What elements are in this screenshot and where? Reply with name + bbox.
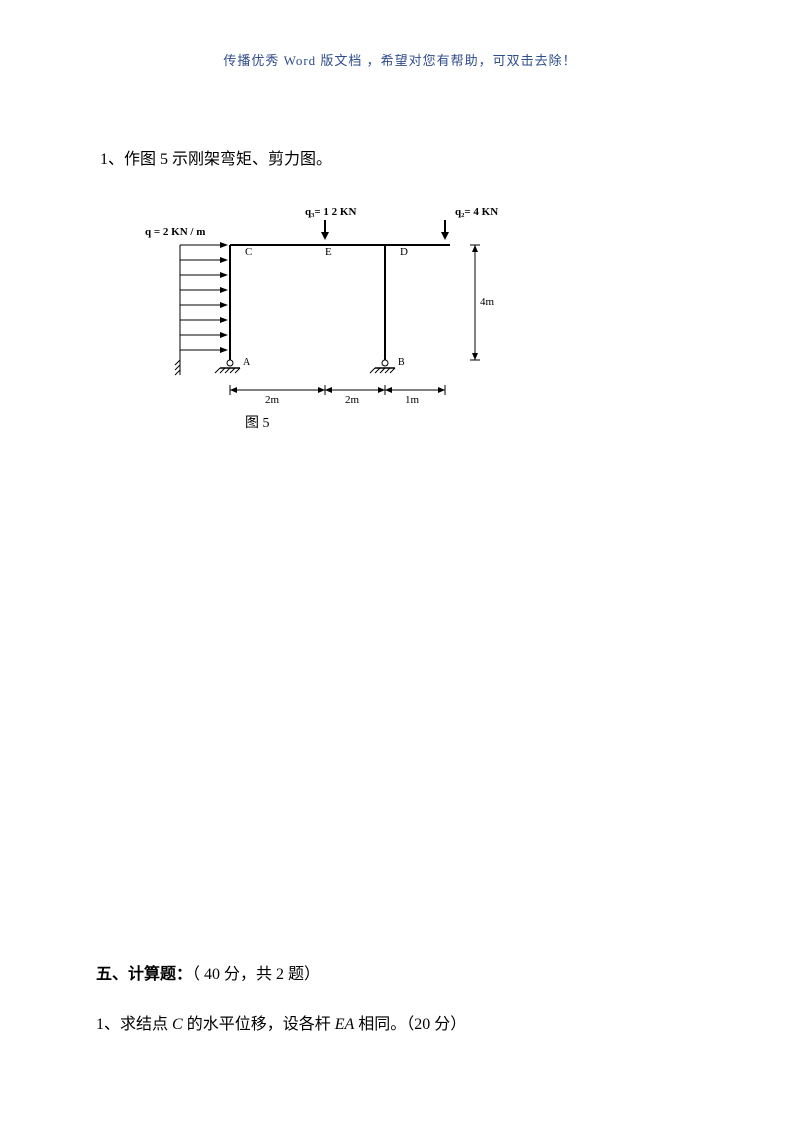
section-5-title-bold: 五、计算题： bbox=[96, 966, 192, 983]
distributed-load-arrows bbox=[180, 242, 228, 353]
load-q3-label: q₃= 1 2 KN bbox=[305, 206, 356, 218]
point-b: B bbox=[398, 357, 405, 368]
dim-1: 2m bbox=[265, 394, 280, 406]
figure-5: q = 2 KN / m q₃= 1 2 KN q₂= 4 KN C E bbox=[145, 200, 545, 410]
dim-3: 1m bbox=[405, 394, 420, 406]
point-c: C bbox=[245, 246, 252, 258]
point-e: E bbox=[325, 246, 332, 258]
question-1-text: 1、作图 5 示刚架弯矩、剪力图。 bbox=[100, 145, 332, 169]
section-5-title: 五、计算题：（ 40 分，共 2 题） bbox=[96, 960, 320, 984]
dim-height: 4m bbox=[480, 296, 495, 308]
question-5-1-text: 1、求结点 C 的水平位移，设各杆 EA 相同。（20 分） bbox=[96, 1010, 466, 1034]
load-q-label: q = 2 KN / m bbox=[145, 226, 205, 238]
point-d: D bbox=[400, 246, 408, 258]
dim-2: 2m bbox=[345, 394, 360, 406]
point-a: A bbox=[243, 357, 251, 368]
figure-5-caption: 图 5 bbox=[245, 412, 270, 432]
section-5-title-rest: （ 40 分，共 2 题） bbox=[192, 966, 320, 983]
diagram-svg: q = 2 KN / m q₃= 1 2 KN q₂= 4 KN C E bbox=[145, 200, 545, 410]
page-header: 传播优秀 Word 版文档 ，希望对您有帮助，可双击去除！ bbox=[0, 50, 800, 69]
load-q2-label: q₂= 4 KN bbox=[455, 206, 498, 218]
